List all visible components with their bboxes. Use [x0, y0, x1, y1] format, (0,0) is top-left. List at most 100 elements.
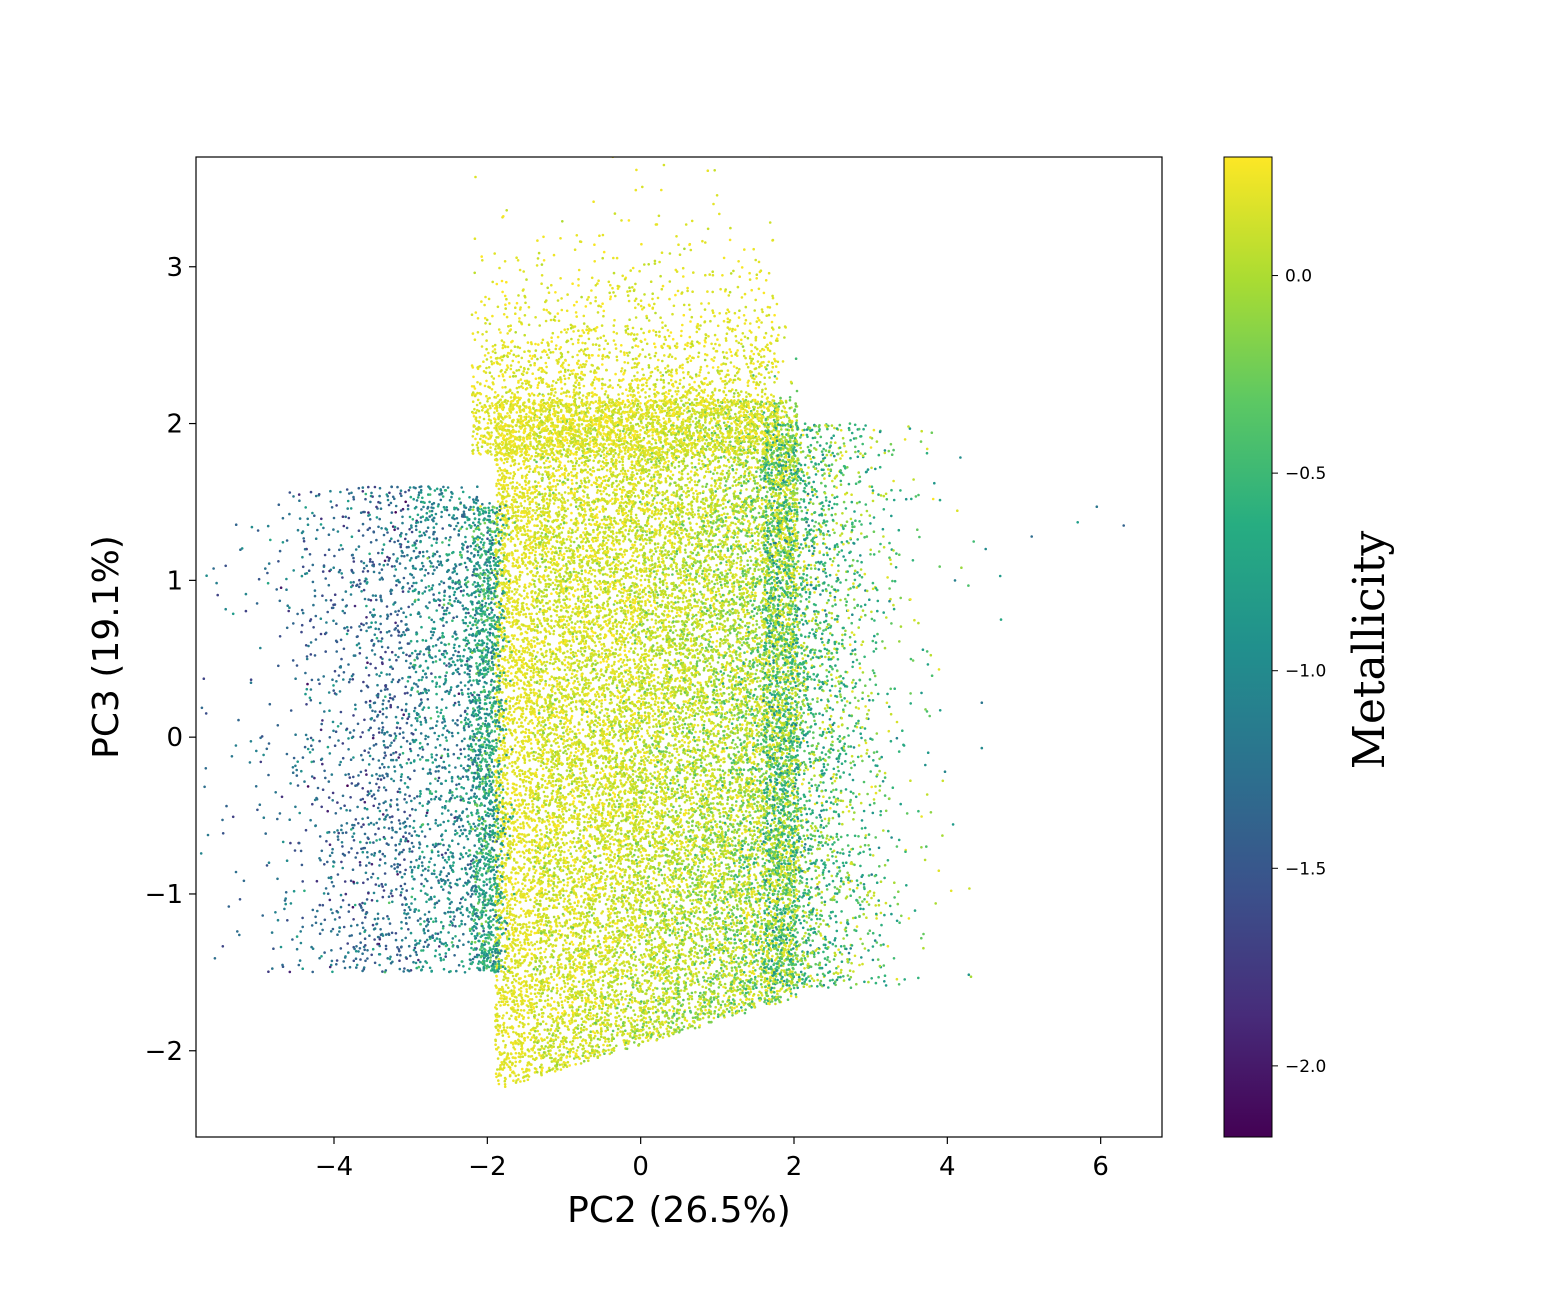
- scatter-point: [533, 583, 536, 586]
- scatter-point: [523, 736, 526, 739]
- scatter-point: [748, 700, 751, 703]
- scatter-point: [534, 1051, 537, 1054]
- scatter-point: [690, 790, 693, 793]
- scatter-point: [564, 985, 567, 988]
- scatter-point: [574, 589, 577, 592]
- scatter-point: [520, 990, 523, 993]
- scatter-point: [558, 902, 561, 905]
- scatter-point: [707, 598, 710, 601]
- scatter-point: [584, 851, 587, 854]
- scatter-point: [782, 762, 785, 765]
- scatter-point: [660, 768, 663, 771]
- scatter-point: [702, 746, 705, 749]
- scatter-point: [658, 950, 661, 953]
- scatter-point: [727, 825, 730, 828]
- scatter-point: [630, 973, 633, 976]
- scatter-point: [631, 471, 634, 474]
- scatter-point: [718, 539, 721, 542]
- scatter-point: [538, 611, 541, 614]
- scatter-point: [739, 681, 742, 684]
- scatter-point: [692, 516, 695, 519]
- scatter-point: [518, 805, 521, 808]
- scatter-point: [784, 533, 787, 536]
- scatter-point: [576, 460, 579, 463]
- scatter-point: [599, 661, 602, 664]
- scatter-point: [698, 983, 701, 986]
- scatter-point: [550, 761, 553, 764]
- scatter-point: [647, 835, 650, 838]
- scatter-point: [515, 1000, 518, 1003]
- scatter-point: [605, 493, 608, 496]
- scatter-point: [640, 954, 643, 957]
- scatter-point: [709, 706, 712, 709]
- scatter-point: [620, 983, 623, 986]
- scatter-point: [671, 793, 674, 796]
- scatter-point: [570, 931, 573, 934]
- scatter-point: [571, 1001, 574, 1004]
- scatter-point: [609, 499, 612, 502]
- scatter-point: [793, 563, 796, 566]
- scatter-point: [503, 907, 506, 910]
- scatter-point: [586, 703, 589, 706]
- scatter-point: [640, 698, 643, 701]
- scatter-point: [549, 799, 552, 802]
- scatter-point: [607, 708, 610, 711]
- scatter-point: [694, 537, 697, 540]
- scatter-point: [651, 1007, 654, 1010]
- scatter-point: [699, 591, 702, 594]
- scatter-point: [618, 934, 621, 937]
- scatter-point: [506, 412, 509, 415]
- scatter-point: [657, 546, 660, 549]
- scatter-point: [733, 1007, 736, 1010]
- scatter-point: [726, 543, 729, 546]
- scatter-point: [615, 552, 618, 555]
- scatter-point: [704, 870, 707, 873]
- scatter-point: [511, 835, 514, 838]
- scatter-point: [620, 833, 623, 836]
- scatter-point: [520, 610, 523, 613]
- scatter-point: [542, 605, 545, 608]
- scatter-point: [706, 714, 709, 717]
- scatter-point: [623, 715, 626, 718]
- scatter-point: [582, 837, 585, 840]
- scatter-point: [504, 961, 507, 964]
- scatter-point: [745, 658, 748, 661]
- scatter-point: [618, 815, 621, 818]
- scatter-point: [512, 616, 515, 619]
- scatter-point: [678, 718, 681, 721]
- scatter-point: [517, 766, 520, 769]
- scatter-point: [575, 751, 578, 754]
- scatter-point: [651, 697, 654, 700]
- scatter-point: [617, 456, 620, 459]
- scatter-point: [670, 553, 673, 556]
- scatter-point: [730, 937, 733, 940]
- scatter-point: [559, 977, 562, 980]
- scatter-point: [649, 454, 652, 457]
- scatter-point: [510, 1015, 513, 1018]
- scatter-point: [727, 842, 730, 845]
- scatter-point: [687, 854, 690, 857]
- scatter-point: [754, 673, 757, 676]
- scatter-point: [729, 929, 732, 932]
- scatter-point: [524, 541, 527, 544]
- scatter-point: [527, 895, 530, 898]
- scatter-point: [640, 845, 643, 848]
- scatter-point: [559, 854, 562, 857]
- scatter-point: [733, 547, 736, 550]
- scatter-point: [570, 688, 573, 691]
- scatter-point: [506, 894, 509, 897]
- scatter-point: [715, 689, 718, 692]
- scatter-point: [525, 787, 528, 790]
- scatter-point: [653, 1026, 656, 1029]
- scatter-point: [635, 517, 638, 520]
- scatter-point: [655, 573, 658, 576]
- scatter-point: [666, 827, 669, 830]
- scatter-point: [583, 477, 586, 480]
- scatter-point: [553, 916, 556, 919]
- scatter-point: [708, 791, 711, 794]
- scatter-point: [581, 423, 584, 426]
- scatter-point: [526, 651, 529, 654]
- scatter-point: [626, 940, 629, 943]
- scatter-point: [495, 1026, 498, 1029]
- scatter-point: [684, 784, 687, 787]
